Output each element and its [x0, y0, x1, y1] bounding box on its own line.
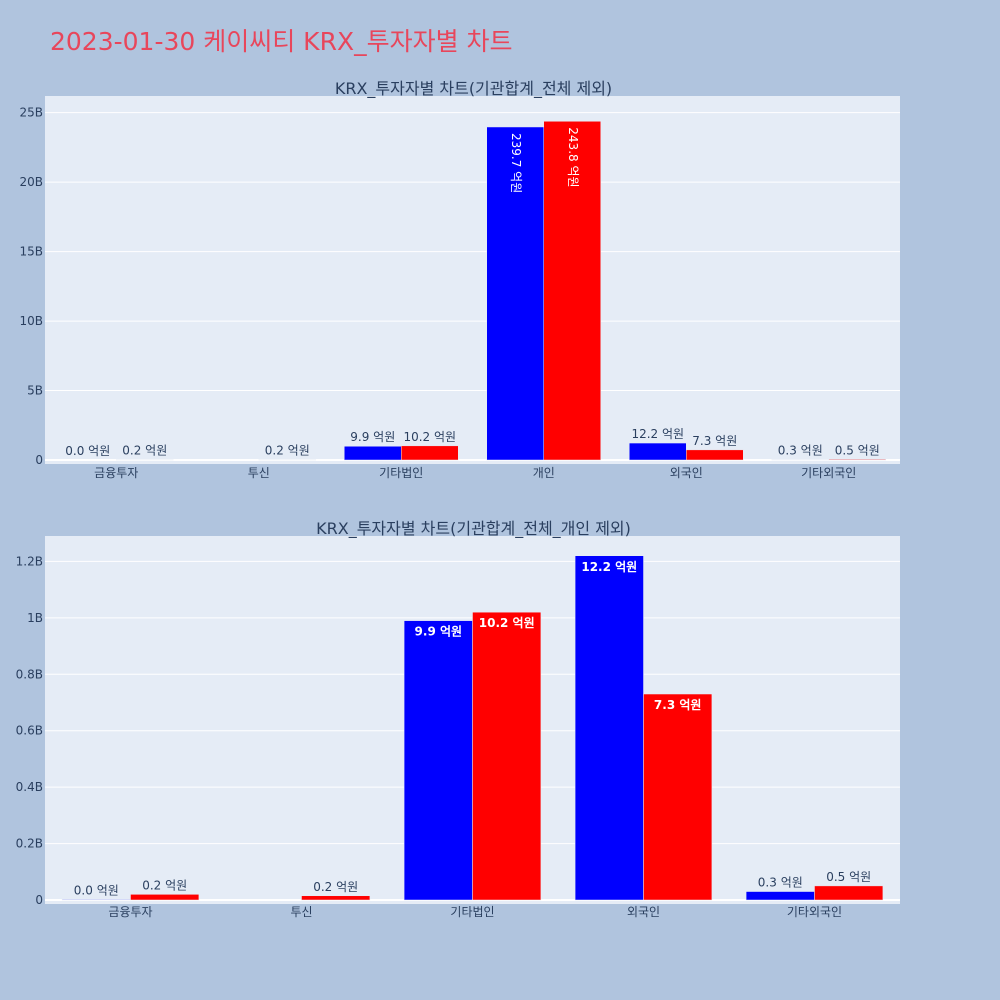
data-label: 12.2 억원: [631, 427, 684, 441]
data-label: 7.3 억원: [692, 434, 737, 448]
y-tick-label: 0: [35, 893, 43, 907]
y-tick-label: 0.4B: [16, 780, 43, 794]
x-tick-label: 외국인: [627, 905, 660, 919]
data-label: 0.3 억원: [778, 444, 823, 458]
bar: [472, 611, 542, 901]
bar: [643, 693, 713, 901]
x-tick-label: 외국인: [670, 466, 703, 480]
data-label: 10.2 억원: [403, 430, 456, 444]
data-label: 0.5 억원: [835, 443, 880, 457]
y-tick-label: 0: [35, 453, 43, 467]
x-tick-label: 투신: [290, 905, 312, 919]
data-label: 0.2 억원: [122, 444, 167, 458]
x-tick-label: 금융투자: [108, 905, 152, 919]
bar: [814, 885, 884, 901]
page-title: 2023-01-30 케이씨티 KRX_투자자별 차트: [50, 27, 513, 56]
y-tick-label: 0.2B: [16, 837, 43, 851]
chart-title: KRX_투자자별 차트(기관합계_전체 제외): [335, 79, 612, 99]
bar: [686, 449, 744, 461]
data-label: 0.2 억원: [313, 880, 358, 894]
data-label: 0.0 억원: [65, 444, 110, 458]
bar: [574, 555, 644, 901]
y-tick-label: 0.8B: [16, 667, 43, 681]
data-label: 10.2 억원: [479, 616, 535, 630]
y-tick-label: 25B: [19, 106, 43, 120]
data-label: 0.0 억원: [74, 883, 119, 897]
x-tick-label: 개인: [533, 466, 555, 480]
x-tick-label: 기타법인: [379, 466, 423, 480]
chart-excluding-institutions: 0 5B 10B 15B 20B 25B KRX_투자자별 차트(기관합계_전체 제외) 금융…: [19, 79, 900, 480]
data-label: 239.7 억원: [509, 133, 523, 193]
data-label: 0.2 억원: [265, 444, 310, 458]
y-tick-label: 5B: [27, 384, 43, 398]
chart-title: KRX_투자자별 차트(기관합계_전체_개인 제외): [316, 519, 631, 539]
y-tick-label: 0.6B: [16, 724, 43, 738]
bar: [61, 899, 131, 901]
bar: [403, 620, 473, 901]
bar: [401, 445, 459, 461]
data-label: 12.2 억원: [581, 560, 637, 574]
y-tick-label: 10B: [19, 314, 43, 328]
x-tick-label: 기타법인: [450, 905, 494, 919]
x-tick-label: 기타외국인: [787, 905, 842, 919]
plot-area: [45, 96, 900, 464]
data-label: 243.8 억원: [566, 127, 580, 187]
y-tick-label: 20B: [19, 175, 43, 189]
data-label: 0.5 억원: [826, 870, 871, 884]
data-label: 9.9 억원: [350, 430, 395, 444]
data-label: 0.3 억원: [758, 876, 803, 890]
y-tick-label: 1B: [27, 611, 43, 625]
x-tick-label: 투신: [248, 466, 270, 480]
bar: [301, 895, 371, 901]
data-label: 0.2 억원: [142, 878, 187, 892]
y-tick-label: 1.2B: [16, 554, 43, 568]
bar: [543, 121, 601, 461]
x-tick-label: 금융투자: [94, 466, 138, 480]
bar: [745, 891, 815, 901]
data-label: 7.3 억원: [654, 698, 702, 712]
x-tick-label: 기타외국인: [801, 466, 856, 480]
y-tick-label: 15B: [19, 245, 43, 259]
bar: [828, 459, 886, 461]
bar: [486, 126, 544, 461]
bar: [130, 894, 200, 901]
data-label: 9.9 억원: [415, 625, 463, 639]
